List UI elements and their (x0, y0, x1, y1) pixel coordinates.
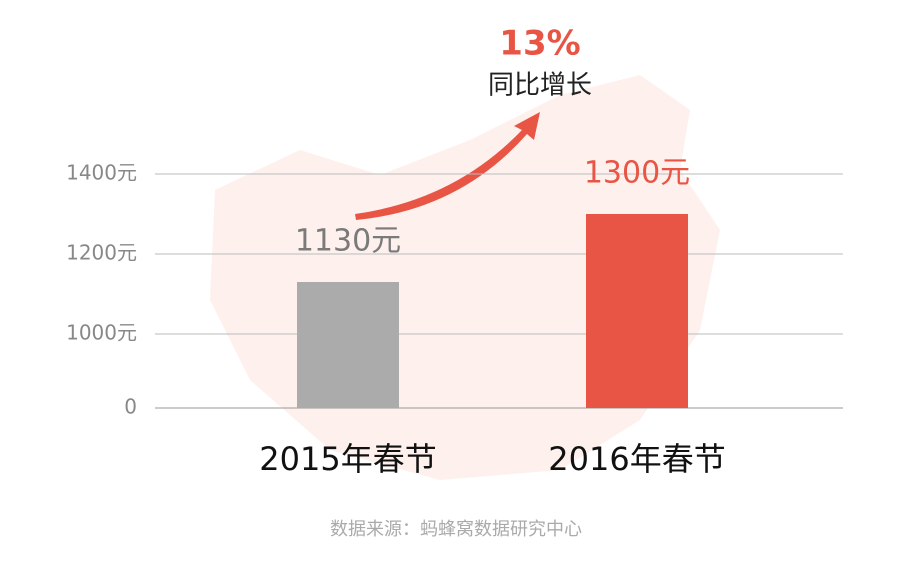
annotation-subtitle: 同比增长 (488, 71, 592, 101)
annotation: 13% (499, 24, 580, 64)
bar (586, 214, 688, 408)
x-tick-label: 2015年春节 (259, 440, 436, 478)
x-tick-label: 2016年春节 (548, 440, 725, 478)
y-tick-label: 0 (124, 395, 137, 419)
growth-arrow (355, 112, 540, 220)
y-tick-label: 1400元 (66, 161, 137, 185)
value-label: 1130元 (295, 224, 401, 259)
y-tick-label: 1200元 (66, 241, 137, 265)
bar (297, 282, 399, 408)
value-label: 1300元 (584, 156, 690, 191)
y-tick-label: 1000元 (66, 321, 137, 345)
source: 数据来源：蚂蜂窝数据研究中心 (330, 519, 582, 540)
